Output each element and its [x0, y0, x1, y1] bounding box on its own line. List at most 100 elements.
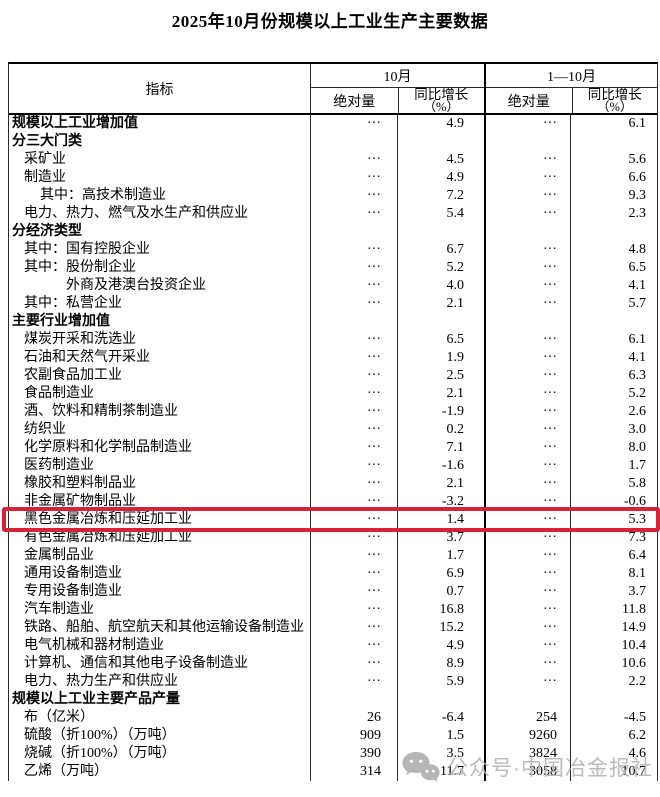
indicator-cell: 采矿业	[24, 152, 66, 167]
cum-absolute-cell: ···	[484, 349, 570, 367]
oct-absolute-cell: ···	[310, 205, 397, 223]
cum-yoy-cell: 6.5	[570, 259, 657, 277]
cum-yoy-cell	[570, 223, 657, 241]
oct-absolute-cell: ···	[310, 565, 397, 583]
table-row: 农副食品加工业 ··· 2.5 ··· 6.3	[9, 367, 657, 385]
cum-absolute-cell: ···	[484, 169, 570, 187]
cum-yoy-cell: 6.2	[570, 727, 657, 745]
cum-absolute-cell: ···	[484, 259, 570, 277]
oct-absolute-cell: ···	[310, 259, 397, 277]
cum-absolute-cell: ···	[484, 241, 570, 259]
table-row: 电力、热力生产和供应业 ··· 5.9 ··· 2.2	[9, 673, 657, 691]
indicator-cell: 其中：国有控股企业	[24, 242, 150, 257]
oct-yoy-cell: -1.9	[397, 403, 484, 421]
cum-absolute-cell: ···	[484, 421, 570, 439]
table-row: 石油和天然气开采业 ··· 1.9 ··· 4.1	[9, 349, 657, 367]
indicator-cell: 酒、饮料和精制茶制造业	[24, 404, 178, 419]
oct-yoy-cell: -1.6	[397, 457, 484, 475]
cum-yoy-cell: 1.7	[570, 457, 657, 475]
oct-absolute-cell: ···	[310, 241, 397, 259]
table-row: 专用设备制造业 ··· 0.7 ··· 3.7	[9, 583, 657, 601]
oct-absolute-cell: ···	[310, 403, 397, 421]
cum-absolute-cell: ···	[484, 367, 570, 385]
cum-absolute-cell: ···	[484, 277, 570, 295]
oct-absolute-cell: ···	[310, 115, 397, 133]
table-row: 其中：私营企业 ··· 2.1 ··· 5.7	[9, 295, 657, 313]
oct-yoy-cell: 4.9	[397, 115, 484, 133]
indicator-cell: 石油和天然气开采业	[24, 350, 150, 365]
oct-absolute-cell: 909	[310, 727, 397, 745]
table-row: 乙烯（万吨） 314 11.7 3058 10.7	[9, 763, 657, 781]
header-group-october: 10月 绝对量 同比增长 （%）	[310, 64, 484, 113]
table-body: 规模以上工业增加值 ··· 4.9 ··· 6.1 分三大门类 采矿业 ··· …	[2, 115, 660, 781]
table-row: 外商及港澳台投资企业 ··· 4.0 ··· 4.1	[9, 277, 657, 295]
oct-yoy-cell: 11.7	[397, 763, 484, 781]
cum-absolute-cell: ···	[484, 439, 570, 457]
oct-yoy-cell: 6.5	[397, 331, 484, 349]
oct-yoy-cell: 4.9	[397, 169, 484, 187]
cum-yoy-cell: 10.4	[570, 637, 657, 655]
oct-yoy-cell: 1.4	[397, 511, 484, 529]
oct-yoy-cell: 0.2	[397, 421, 484, 439]
cum-yoy-cell: 6.1	[570, 331, 657, 349]
oct-yoy-cell: 6.9	[397, 565, 484, 583]
indicator-cell: 电气机械和器材制造业	[24, 638, 164, 653]
table-row: 纺织业 ··· 0.2 ··· 3.0	[9, 421, 657, 439]
indicator-cell: 橡胶和塑料制品业	[24, 476, 136, 491]
cum-absolute-cell: ···	[484, 529, 570, 547]
indicator-cell: 主要行业增加值	[12, 314, 110, 329]
oct-yoy-cell: 7.2	[397, 187, 484, 205]
cum-absolute-cell: ···	[484, 295, 570, 313]
cum-yoy-cell: 3.0	[570, 421, 657, 439]
oct-absolute-cell: 314	[310, 763, 397, 781]
indicator-cell: 农副食品加工业	[24, 368, 122, 383]
cum-absolute-cell: ···	[484, 457, 570, 475]
cum-yoy-cell: 14.9	[570, 619, 657, 637]
table-header: 指标 10月 绝对量 同比增长 （%） 1—10月 绝对量 同比增长 （%）	[9, 64, 657, 115]
oct-yoy-cell: 1.7	[397, 547, 484, 565]
cum-yoy-cell: 7.3	[570, 529, 657, 547]
oct-absolute-cell: ···	[310, 439, 397, 457]
indicator-cell: 烧碱（折100%）（万吨）	[24, 746, 176, 761]
cum-yoy-cell: 11.8	[570, 601, 657, 619]
cum-yoy-cell: -0.6	[570, 493, 657, 511]
cum-absolute-cell: ···	[484, 547, 570, 565]
table-row: 分三大门类	[9, 133, 657, 151]
oct-yoy-cell: 2.5	[397, 367, 484, 385]
cum-absolute-cell: 3824	[484, 745, 570, 763]
table-row: 硫酸（折100%）（万吨） 909 1.5 9260 6.2	[9, 727, 657, 745]
oct-absolute-cell: ···	[310, 601, 397, 619]
oct-absolute-cell: ···	[310, 475, 397, 493]
oct-yoy-cell: 3.5	[397, 745, 484, 763]
indicator-cell: 布（亿米）	[24, 710, 94, 725]
table-row: 其中：国有控股企业 ··· 6.7 ··· 4.8	[9, 241, 657, 259]
table-row: 电气机械和器材制造业 ··· 4.9 ··· 10.4	[9, 637, 657, 655]
cum-absolute-cell: ···	[484, 403, 570, 421]
indicator-cell: 其中：股份制企业	[24, 260, 136, 275]
cum-yoy-cell: 9.3	[570, 187, 657, 205]
oct-absolute-cell: ···	[310, 673, 397, 691]
oct-absolute-cell: ···	[310, 187, 397, 205]
oct-yoy-cell: 2.1	[397, 475, 484, 493]
table-row: 规模以上工业主要产品产量	[9, 691, 657, 709]
cum-yoy-cell: 6.6	[570, 169, 657, 187]
oct-absolute-cell: ···	[310, 421, 397, 439]
cum-absolute-cell: 3058	[484, 763, 570, 781]
cum-absolute-cell: ···	[484, 583, 570, 601]
page-title: 2025年10月份规模以上工业生产主要数据	[171, 12, 489, 31]
cum-yoy-cell	[570, 691, 657, 709]
header-jan-oct-growth: 同比增长 （%）	[571, 88, 658, 113]
cum-yoy-cell: 5.7	[570, 295, 657, 313]
cum-absolute-cell: ···	[484, 619, 570, 637]
oct-yoy-cell: 5.2	[397, 259, 484, 277]
oct-yoy-cell: 4.5	[397, 151, 484, 169]
table-row: 通用设备制造业 ··· 6.9 ··· 8.1	[9, 565, 657, 583]
data-table: 指标 10月 绝对量 同比增长 （%） 1—10月 绝对量 同比增长 （%）	[2, 62, 660, 781]
cum-absolute-cell	[484, 223, 570, 241]
cum-yoy-cell: 10.6	[570, 655, 657, 673]
table-row: 有色金属冶炼和压延加工业 ··· 3.7 ··· 7.3	[9, 529, 657, 547]
indicator-cell: 金属制品业	[24, 548, 94, 563]
oct-absolute-cell: ···	[310, 529, 397, 547]
indicator-cell: 汽车制造业	[24, 602, 94, 617]
indicator-cell: 计算机、通信和其他电子设备制造业	[24, 656, 248, 671]
